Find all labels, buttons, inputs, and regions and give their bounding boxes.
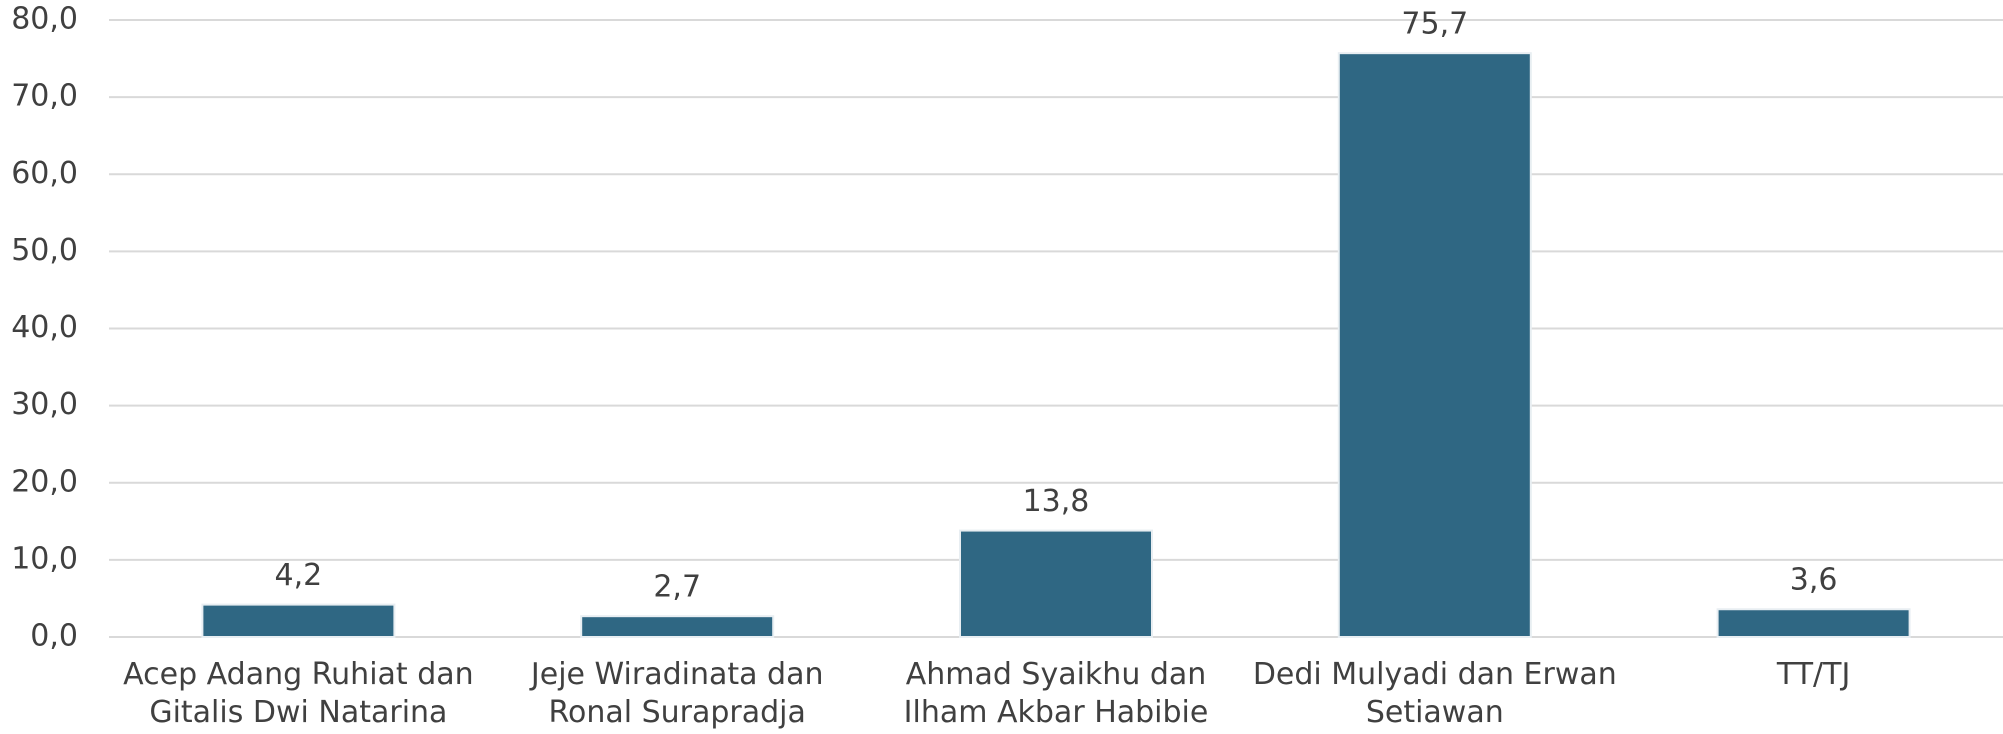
y-tick-label: 50,0 (11, 233, 78, 268)
y-tick-label: 0,0 (30, 619, 78, 654)
y-tick-label: 30,0 (11, 387, 78, 422)
y-tick-label: 80,0 (11, 2, 78, 37)
value-label: 2,7 (653, 570, 701, 605)
value-label: 3,6 (1790, 563, 1838, 598)
y-tick-label: 70,0 (11, 79, 78, 114)
x-tick-label: Jeje Wiradinata dan Ronal Surapradja (530, 657, 824, 730)
value-label: 13,8 (1023, 484, 1090, 519)
bar (580, 615, 775, 639)
bar (1716, 608, 1911, 638)
x-tick-label: TT/TJ (1776, 657, 1851, 692)
bar (1337, 52, 1532, 638)
value-label: 4,2 (275, 558, 323, 593)
value-label: 75,7 (1401, 7, 1468, 42)
y-tick-label: 20,0 (11, 464, 78, 499)
y-tick-label: 10,0 (11, 541, 78, 576)
x-tick-label: Dedi Mulyadi dan Erwan Setiawan (1252, 657, 1617, 730)
x-tick-label: Acep Adang Ruhiat dan Gitalis Dwi Natari… (123, 657, 474, 730)
y-tick-label: 60,0 (11, 156, 78, 191)
bar (959, 529, 1153, 639)
x-tick-label: Ahmad Syaikhu dan Ilham Akbar Habibie (903, 657, 1209, 730)
bar (201, 603, 396, 638)
y-tick-label: 40,0 (11, 310, 78, 345)
